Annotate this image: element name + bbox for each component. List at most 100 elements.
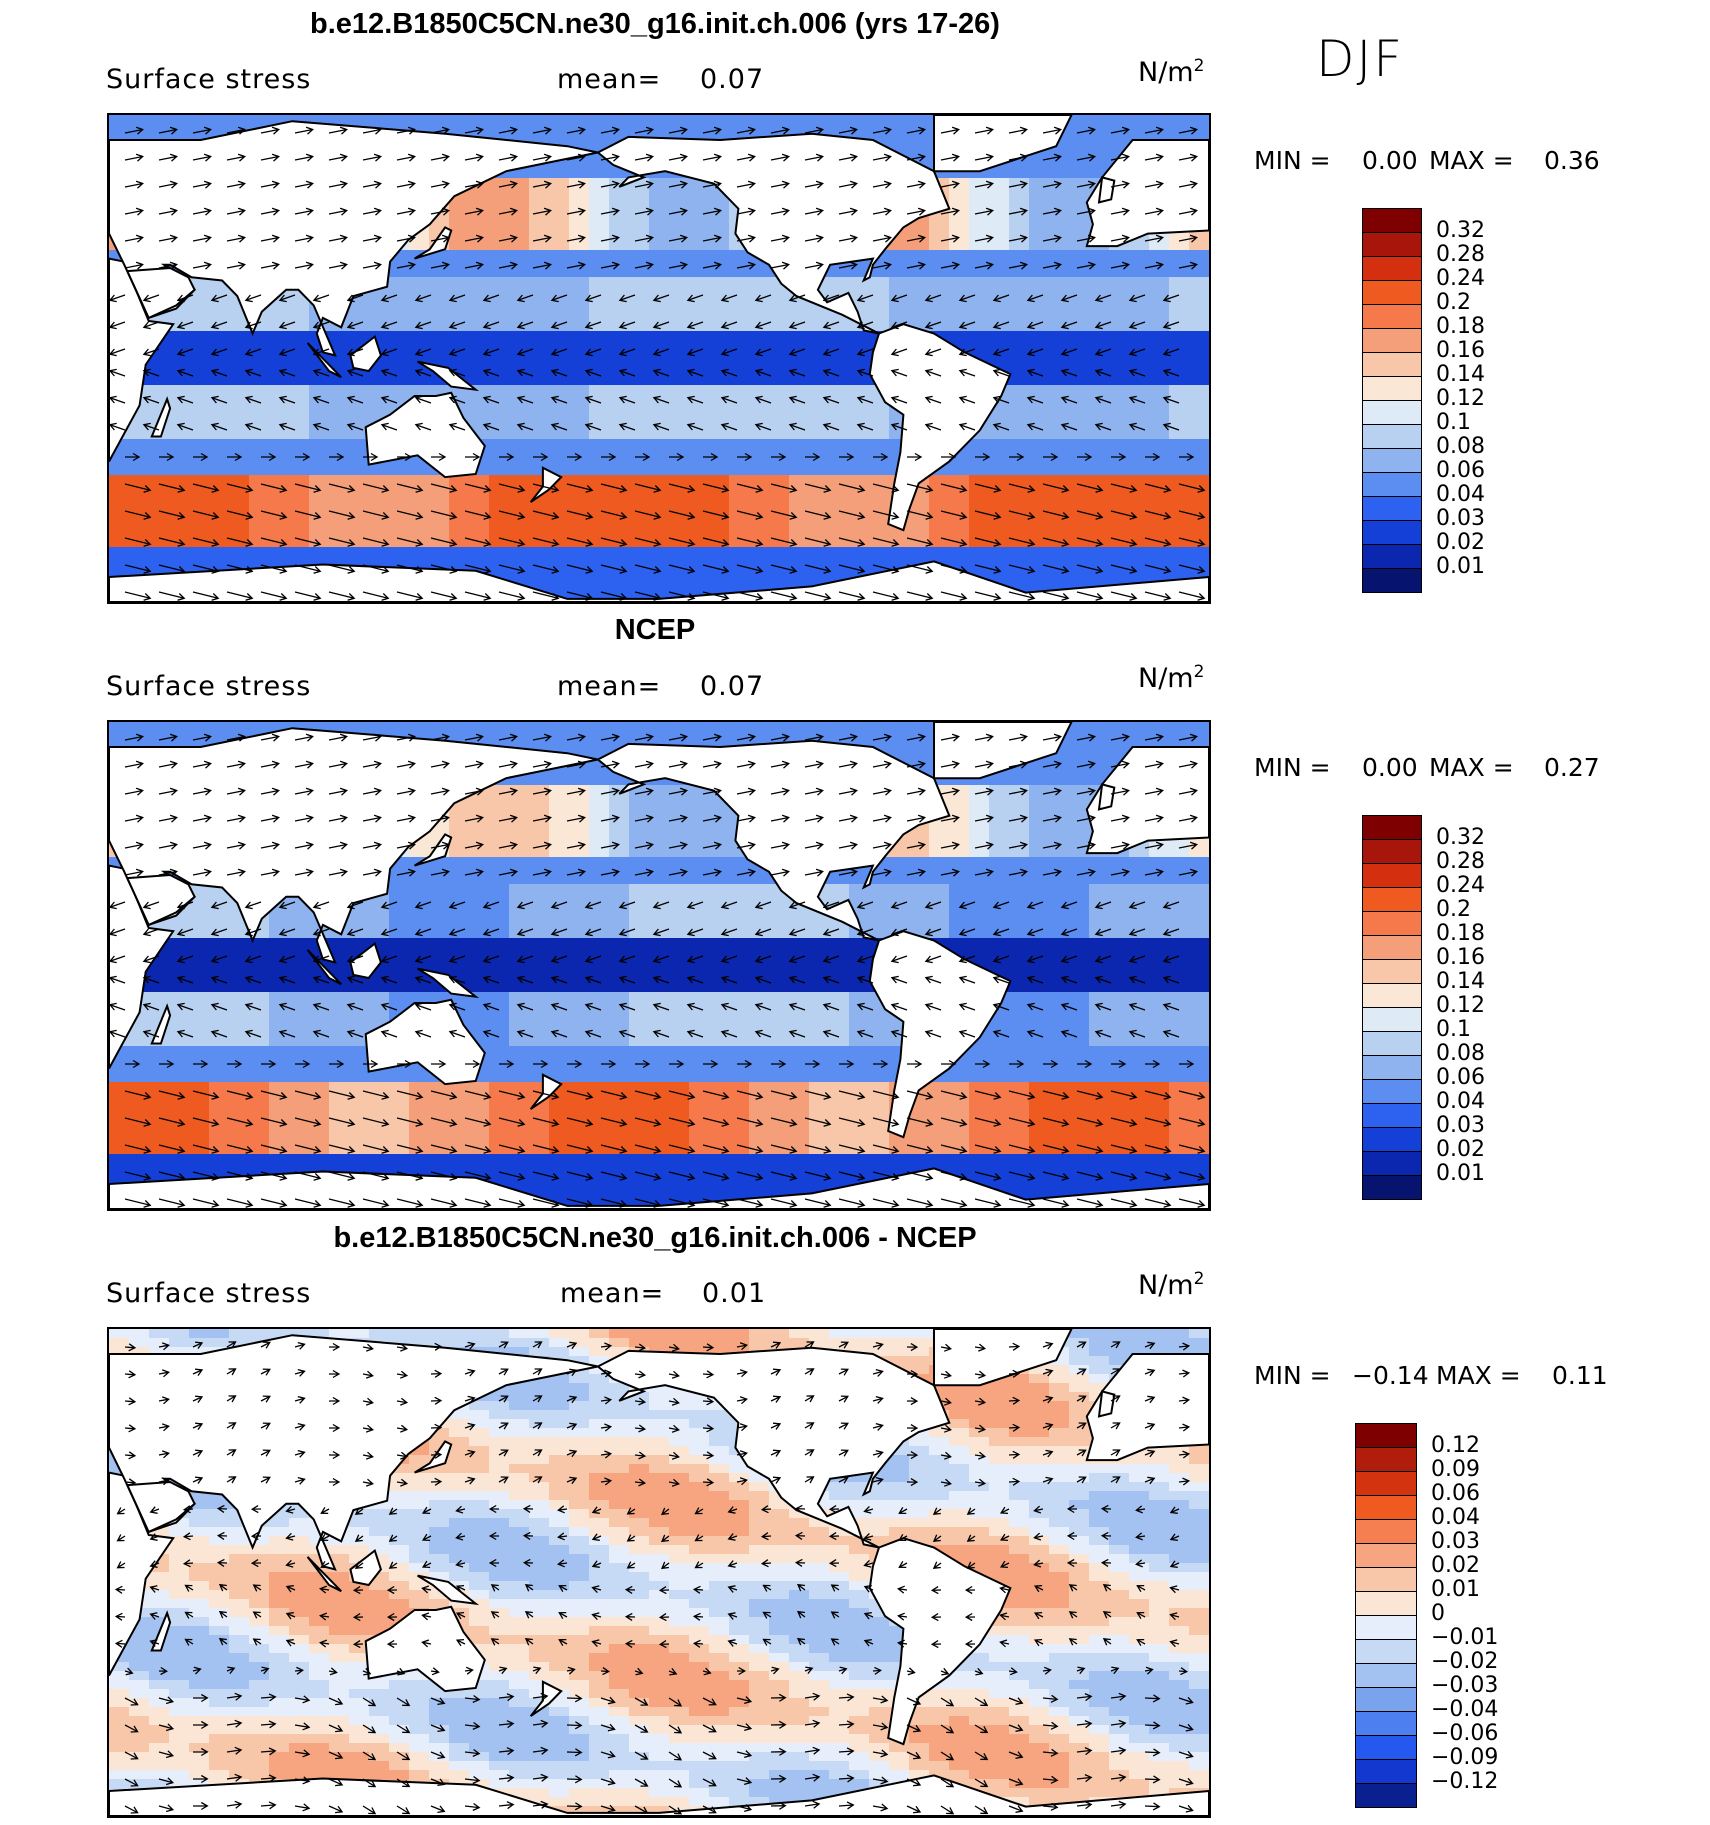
field-cell	[969, 794, 990, 804]
field-cell	[629, 115, 650, 125]
stress-vector	[328, 153, 348, 162]
stress-vector	[142, 348, 160, 357]
stress-vector	[634, 564, 662, 574]
field-cell	[389, 394, 410, 404]
field-cell	[549, 241, 570, 251]
field-cell	[529, 196, 550, 206]
field-cell	[1029, 902, 1050, 912]
field-cell	[1069, 722, 1090, 732]
colorbar-label: 0.01	[1436, 554, 1485, 579]
field-cell	[909, 115, 930, 125]
field-cell	[709, 821, 730, 831]
stress-vector	[686, 348, 704, 357]
stress-vector	[668, 564, 696, 574]
field-cell	[1129, 511, 1150, 521]
stress-vector	[1042, 234, 1062, 243]
field-cell	[189, 538, 210, 548]
field-cell	[729, 884, 750, 894]
field-cell	[849, 376, 870, 386]
field-cell	[489, 286, 510, 296]
field-cell	[1009, 349, 1030, 359]
field-cell	[109, 124, 130, 134]
stress-vector	[804, 234, 824, 243]
field-cell	[129, 421, 150, 431]
field-cell	[1109, 538, 1130, 548]
field-cell	[669, 484, 690, 494]
field-cell	[809, 484, 830, 494]
field-cell	[1089, 277, 1110, 287]
field-cell	[309, 448, 330, 458]
field-cell	[509, 502, 530, 512]
field-cell	[109, 529, 130, 539]
stress-vector	[600, 207, 620, 216]
field-cell	[509, 358, 530, 368]
field-cell	[489, 196, 510, 206]
field-cell	[829, 466, 850, 476]
field-cell	[649, 529, 670, 539]
field-cell	[869, 457, 890, 467]
field-cell	[809, 412, 830, 422]
field-cell	[969, 466, 990, 476]
field-cell	[1109, 295, 1130, 305]
field-cell	[669, 313, 690, 323]
field-cell	[149, 484, 170, 494]
field-cell	[609, 520, 630, 530]
field-cell	[1089, 250, 1110, 260]
field-cell	[569, 547, 590, 557]
field-cell	[429, 547, 450, 557]
field-cell	[549, 448, 570, 458]
field-cell	[549, 493, 570, 503]
field-cell	[229, 457, 250, 467]
field-cell	[649, 794, 670, 804]
field-cell	[529, 214, 550, 224]
stress-vector	[312, 422, 330, 431]
field-cell	[609, 803, 630, 813]
field-cell	[949, 241, 970, 251]
field-cell	[1169, 403, 1190, 413]
field-cell	[689, 277, 710, 287]
stress-vector	[1042, 153, 1062, 162]
field-cell	[209, 439, 230, 449]
field-cell	[289, 538, 310, 548]
field-cell	[709, 448, 730, 458]
stress-vector	[124, 180, 144, 189]
field-cell	[909, 142, 930, 152]
field-cell	[629, 331, 650, 341]
stress-vector	[566, 483, 594, 493]
field-cell	[629, 911, 650, 921]
stress-vector	[686, 294, 704, 303]
field-cell	[569, 929, 590, 939]
field-cell	[1049, 187, 1070, 197]
field-cell	[229, 115, 250, 125]
field-cell	[489, 295, 510, 305]
field-cell	[1109, 529, 1130, 539]
stress-vector	[872, 510, 900, 520]
field-cell	[449, 223, 470, 233]
field-cell	[729, 124, 750, 134]
field-cell	[269, 547, 290, 557]
field-cell	[609, 920, 630, 930]
field-cell	[189, 421, 210, 431]
field-cell	[369, 520, 390, 530]
field-cell	[709, 223, 730, 233]
field-cell	[1069, 731, 1090, 741]
field-cell	[729, 448, 750, 458]
field-cell	[1109, 322, 1130, 332]
field-cell	[669, 520, 690, 530]
field-cell	[429, 115, 450, 125]
stress-vector	[974, 537, 1002, 547]
field-cell	[829, 286, 850, 296]
stress-vector	[430, 564, 458, 574]
field-cell	[569, 785, 590, 795]
field-cell	[1169, 848, 1190, 858]
field-cell	[629, 565, 650, 575]
stress-vector	[294, 207, 314, 216]
field-cell	[709, 133, 730, 143]
stress-vector	[702, 207, 722, 216]
stress-vector	[1110, 564, 1138, 574]
field-cell	[929, 241, 950, 251]
field-cell	[1189, 250, 1209, 260]
field-cell	[969, 893, 990, 903]
stress-vector	[260, 483, 288, 493]
field-cell	[609, 493, 630, 503]
